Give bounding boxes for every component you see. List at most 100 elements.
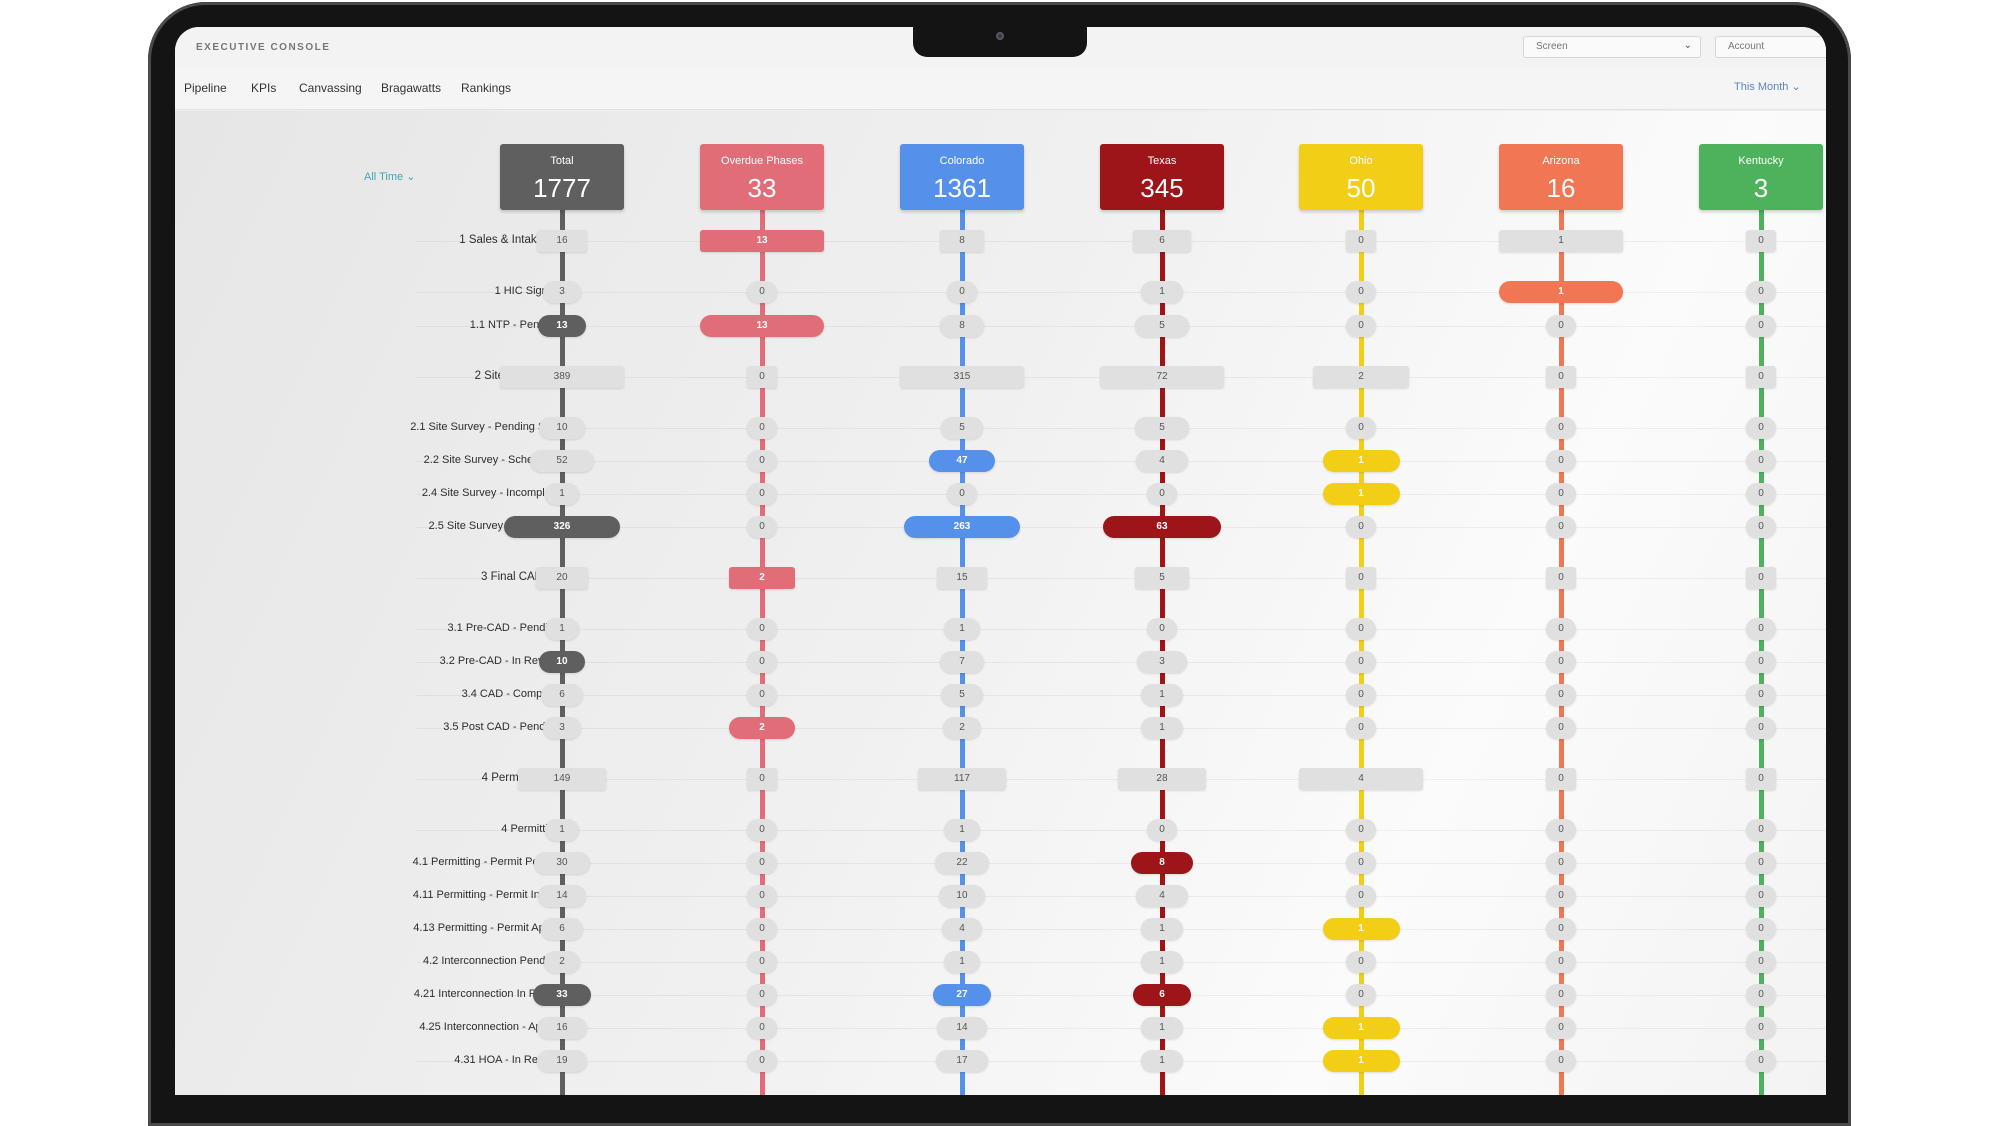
- pipeline-cell-kentucky[interactable]: 0: [1746, 1017, 1776, 1039]
- pipeline-cell-ohio[interactable]: 0: [1346, 230, 1376, 252]
- pipeline-cell-ohio[interactable]: 0: [1346, 567, 1376, 589]
- pipeline-cell-ohio[interactable]: 1: [1322, 450, 1400, 472]
- pipeline-cell-kentucky[interactable]: 0: [1746, 230, 1776, 252]
- pipeline-cell-overdue-phases[interactable]: 0: [747, 483, 777, 505]
- pipeline-cell-overdue-phases[interactable]: 0: [747, 768, 777, 790]
- pipeline-cell-ohio[interactable]: 0: [1346, 951, 1376, 973]
- pipeline-cell-ohio[interactable]: 0: [1346, 819, 1376, 841]
- account-field[interactable]: Account: [1715, 36, 1826, 58]
- pipeline-cell-arizona[interactable]: 0: [1546, 315, 1576, 337]
- pipeline-cell-overdue-phases[interactable]: 0: [747, 450, 777, 472]
- pipeline-cell-overdue-phases[interactable]: 0: [747, 618, 777, 640]
- pipeline-cell-texas[interactable]: 0: [1147, 483, 1177, 505]
- pipeline-cell-arizona[interactable]: 0: [1546, 885, 1576, 907]
- pipeline-cell-arizona[interactable]: 0: [1546, 651, 1576, 673]
- pipeline-cell-colorado[interactable]: 27: [933, 984, 991, 1006]
- pipeline-cell-texas[interactable]: 0: [1147, 618, 1177, 640]
- pipeline-cell-kentucky[interactable]: 0: [1746, 918, 1776, 940]
- pipeline-cell-kentucky[interactable]: 0: [1746, 281, 1776, 303]
- pipeline-cell-total[interactable]: 3: [542, 717, 582, 739]
- pipeline-cell-texas[interactable]: 6: [1133, 230, 1191, 252]
- pipeline-cell-arizona[interactable]: 0: [1546, 1017, 1576, 1039]
- pipeline-cell-arizona[interactable]: 0: [1546, 618, 1576, 640]
- pipeline-cell-kentucky[interactable]: 0: [1746, 852, 1776, 874]
- pipeline-cell-colorado[interactable]: 14: [937, 1017, 987, 1039]
- pipeline-cell-arizona[interactable]: 0: [1546, 852, 1576, 874]
- pipeline-cell-ohio[interactable]: 0: [1346, 618, 1376, 640]
- pipeline-cell-overdue-phases[interactable]: 0: [747, 819, 777, 841]
- pipeline-cell-kentucky[interactable]: 0: [1746, 516, 1776, 538]
- pipeline-cell-total[interactable]: 19: [536, 1050, 588, 1072]
- pipeline-cell-ohio[interactable]: 0: [1346, 717, 1376, 739]
- pipeline-cell-kentucky[interactable]: 0: [1746, 984, 1776, 1006]
- pipeline-cell-arizona[interactable]: 0: [1546, 984, 1576, 1006]
- pipeline-cell-kentucky[interactable]: 0: [1746, 819, 1776, 841]
- pipeline-cell-colorado[interactable]: 0: [947, 483, 977, 505]
- pipeline-cell-arizona[interactable]: 0: [1546, 768, 1576, 790]
- pipeline-cell-texas[interactable]: 1: [1141, 918, 1183, 940]
- pipeline-cell-total[interactable]: 16: [537, 230, 587, 252]
- column-header-ohio[interactable]: Ohio 50: [1299, 144, 1423, 210]
- pipeline-cell-colorado[interactable]: 315: [900, 366, 1024, 388]
- pipeline-cell-texas[interactable]: 72: [1100, 366, 1224, 388]
- pipeline-cell-texas[interactable]: 5: [1134, 417, 1190, 439]
- tab-kpis[interactable]: KPIs: [251, 81, 277, 95]
- time-range-dropdown-left[interactable]: All Time ⌄: [364, 170, 415, 183]
- pipeline-cell-total[interactable]: 326: [503, 516, 621, 538]
- pipeline-cell-kentucky[interactable]: 0: [1746, 651, 1776, 673]
- pipeline-cell-texas[interactable]: 1: [1141, 281, 1183, 303]
- pipeline-cell-total[interactable]: 2: [543, 951, 581, 973]
- pipeline-cell-total[interactable]: 1: [544, 618, 580, 640]
- pipeline-cell-overdue-phases[interactable]: 0: [747, 984, 777, 1006]
- tab-bragawatts[interactable]: Bragawatts: [381, 81, 442, 95]
- pipeline-cell-colorado[interactable]: 263: [904, 516, 1020, 538]
- pipeline-cell-texas[interactable]: 1: [1141, 1017, 1183, 1039]
- pipeline-cell-arizona[interactable]: 0: [1546, 366, 1576, 388]
- pipeline-cell-arizona[interactable]: 0: [1546, 417, 1576, 439]
- pipeline-cell-total[interactable]: 1: [544, 483, 580, 505]
- pipeline-cell-kentucky[interactable]: 0: [1746, 450, 1776, 472]
- pipeline-cell-colorado[interactable]: 17: [936, 1050, 988, 1072]
- column-header-texas[interactable]: Texas 345: [1100, 144, 1224, 210]
- pipeline-cell-arizona[interactable]: 0: [1546, 819, 1576, 841]
- pipeline-cell-total[interactable]: 6: [541, 684, 583, 706]
- pipeline-cell-ohio[interactable]: 1: [1322, 1050, 1400, 1072]
- pipeline-cell-kentucky[interactable]: 0: [1746, 618, 1776, 640]
- pipeline-cell-arizona[interactable]: 0: [1546, 516, 1576, 538]
- pipeline-cell-kentucky[interactable]: 0: [1746, 483, 1776, 505]
- pipeline-cell-kentucky[interactable]: 0: [1746, 567, 1776, 589]
- column-header-kentucky[interactable]: Kentucky 3: [1699, 144, 1823, 210]
- pipeline-cell-texas[interactable]: 0: [1147, 819, 1177, 841]
- pipeline-cell-colorado[interactable]: 1: [944, 951, 980, 973]
- pipeline-cell-overdue-phases[interactable]: 0: [747, 885, 777, 907]
- tab-pipeline[interactable]: Pipeline: [184, 81, 227, 95]
- time-range-dropdown-right[interactable]: This Month ⌄: [1734, 80, 1801, 93]
- pipeline-cell-overdue-phases[interactable]: 13: [700, 315, 824, 337]
- pipeline-cell-total[interactable]: 33: [533, 984, 591, 1006]
- pipeline-cell-ohio[interactable]: 0: [1346, 315, 1376, 337]
- column-header-overdue-phases[interactable]: Overdue Phases 33: [700, 144, 824, 210]
- pipeline-cell-texas[interactable]: 1: [1141, 1050, 1183, 1072]
- pipeline-cell-overdue-phases[interactable]: 0: [747, 281, 777, 303]
- pipeline-cell-overdue-phases[interactable]: 0: [747, 1017, 777, 1039]
- tab-rankings[interactable]: Rankings: [461, 81, 512, 95]
- pipeline-cell-kentucky[interactable]: 0: [1746, 717, 1776, 739]
- pipeline-cell-total[interactable]: 10: [539, 651, 585, 673]
- pipeline-cell-texas[interactable]: 3: [1137, 651, 1187, 673]
- pipeline-cell-overdue-phases[interactable]: 0: [747, 651, 777, 673]
- pipeline-cell-colorado[interactable]: 47: [928, 450, 996, 472]
- pipeline-cell-overdue-phases[interactable]: 13: [700, 230, 824, 252]
- pipeline-cell-ohio[interactable]: 0: [1346, 417, 1376, 439]
- pipeline-cell-overdue-phases[interactable]: 2: [728, 717, 796, 739]
- pipeline-cell-texas[interactable]: 4: [1135, 885, 1189, 907]
- pipeline-cell-overdue-phases[interactable]: 0: [747, 366, 777, 388]
- pipeline-cell-arizona[interactable]: 0: [1546, 684, 1576, 706]
- pipeline-cell-overdue-phases[interactable]: 0: [747, 684, 777, 706]
- screen-select[interactable]: Screen ⌄: [1523, 36, 1701, 58]
- column-header-arizona[interactable]: Arizona 16: [1499, 144, 1623, 210]
- pipeline-cell-kentucky[interactable]: 0: [1746, 885, 1776, 907]
- pipeline-cell-arizona[interactable]: 0: [1546, 1050, 1576, 1072]
- pipeline-cell-overdue-phases[interactable]: 0: [747, 918, 777, 940]
- pipeline-cell-colorado[interactable]: 8: [939, 230, 985, 252]
- pipeline-cell-ohio[interactable]: 0: [1346, 885, 1376, 907]
